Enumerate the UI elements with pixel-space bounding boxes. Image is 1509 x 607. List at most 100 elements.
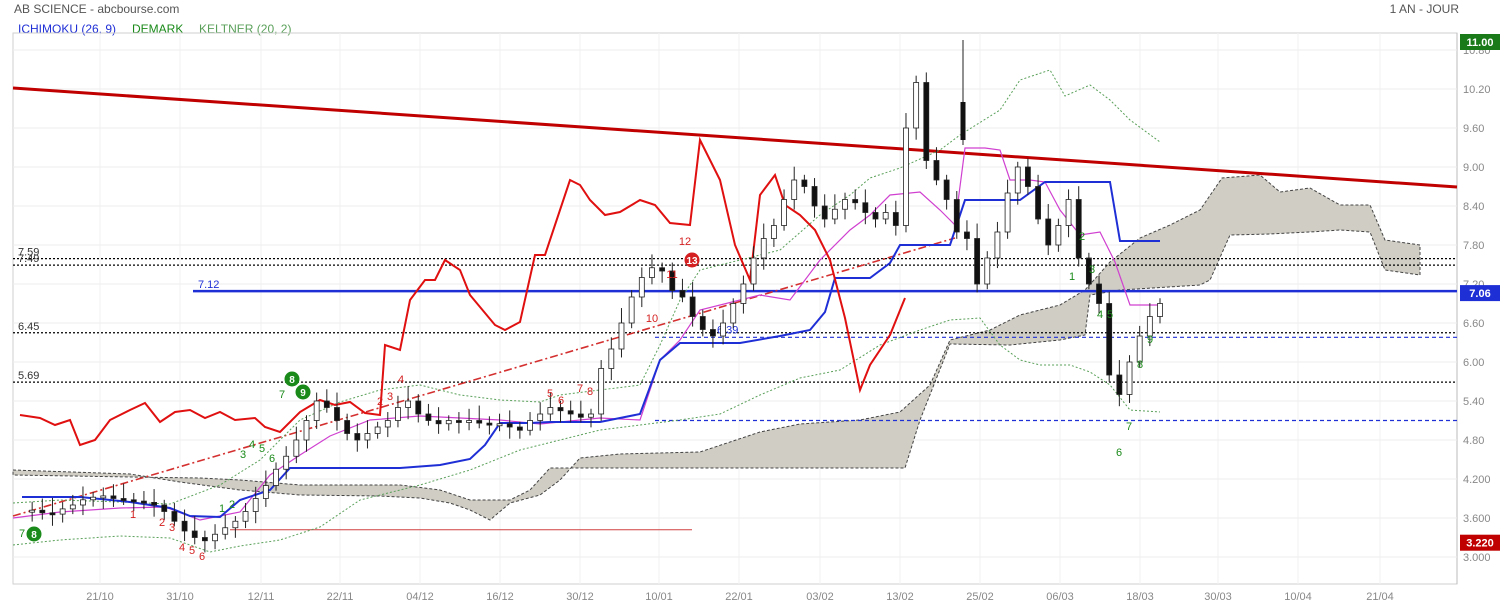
candle-body[interactable] [618, 322, 625, 350]
candle-body[interactable] [516, 426, 523, 431]
demark-signal-dot[interactable] [295, 384, 311, 400]
candle-body[interactable] [303, 420, 310, 441]
candle-body[interactable] [984, 257, 991, 285]
candle-body[interactable] [964, 231, 970, 239]
candle-body[interactable] [171, 511, 178, 522]
candle-body[interactable] [323, 400, 330, 408]
candle-body[interactable] [1014, 166, 1021, 194]
candle-body[interactable] [415, 400, 422, 415]
candle-body[interactable] [141, 500, 147, 504]
candle-body[interactable] [1004, 192, 1011, 233]
candle-body[interactable] [913, 82, 920, 129]
candle-body[interactable] [130, 499, 137, 503]
candle-body[interactable] [496, 423, 503, 427]
candle-body[interactable] [435, 420, 442, 425]
candle-body[interactable] [598, 368, 605, 415]
candle-body[interactable] [384, 420, 391, 428]
candle-body[interactable] [39, 509, 46, 514]
candle-body[interactable] [100, 495, 107, 499]
candle-body[interactable] [649, 267, 655, 278]
candle-body[interactable] [821, 205, 828, 220]
candle-body[interactable] [354, 433, 361, 441]
candle-body[interactable] [1136, 335, 1143, 363]
candle-body[interactable] [486, 422, 493, 426]
candle-body[interactable] [1096, 283, 1102, 304]
candle-body[interactable] [59, 508, 66, 515]
candle-body[interactable] [293, 439, 300, 457]
candle-body[interactable] [770, 225, 777, 239]
candle-body[interactable] [242, 511, 249, 522]
candle-body[interactable] [699, 316, 706, 330]
candle-body[interactable] [344, 420, 351, 434]
candle-body[interactable] [476, 420, 483, 424]
candle-body[interactable] [273, 468, 279, 486]
candle-body[interactable] [364, 433, 371, 441]
candle-body[interactable] [1116, 374, 1123, 395]
candle-body[interactable] [395, 407, 401, 421]
candle-body[interactable] [110, 495, 117, 499]
candle-body[interactable] [445, 420, 452, 425]
candle-body[interactable] [760, 238, 767, 259]
candle-body[interactable] [537, 413, 544, 421]
candle-body[interactable] [69, 504, 76, 510]
candle-body[interactable] [161, 504, 168, 512]
candle-body[interactable] [750, 257, 757, 285]
candle-body[interactable] [212, 533, 218, 542]
candle-body[interactable] [1025, 166, 1031, 187]
candle-body[interactable] [80, 499, 86, 506]
candle-body[interactable] [1065, 199, 1072, 226]
candle-body[interactable] [1146, 316, 1153, 337]
candle-body[interactable] [1075, 199, 1082, 259]
candle-body[interactable] [90, 496, 97, 501]
candle-body[interactable] [1106, 303, 1113, 376]
candle-body[interactable] [781, 199, 787, 226]
period-label[interactable]: 1 AN - JOUR [1389, 2, 1459, 16]
candle-body[interactable] [862, 202, 869, 213]
candle-body[interactable] [740, 283, 747, 304]
candle-body[interactable] [232, 520, 239, 529]
candle-body[interactable] [283, 455, 290, 470]
candle-body[interactable] [628, 296, 635, 324]
candle-body[interactable] [659, 267, 666, 272]
candle-body[interactable] [1157, 303, 1163, 317]
candle-body[interactable] [669, 270, 676, 291]
candle-body[interactable] [710, 329, 716, 337]
candle-body[interactable] [405, 400, 412, 408]
candle-body[interactable] [466, 420, 472, 423]
candle-body[interactable] [588, 413, 594, 418]
candle-body[interactable] [1126, 361, 1133, 395]
candle-body[interactable] [892, 212, 899, 226]
candle-body[interactable] [29, 509, 36, 513]
candle-body[interactable] [811, 186, 818, 207]
candle-body[interactable] [222, 527, 229, 535]
candle-body[interactable] [872, 212, 879, 220]
candle-body[interactable] [49, 512, 56, 516]
candle-body[interactable] [557, 407, 564, 412]
candle-body[interactable] [313, 400, 320, 421]
candle-body[interactable] [577, 413, 584, 418]
candle-body[interactable] [1045, 218, 1052, 246]
candle-body[interactable] [720, 322, 726, 337]
demark-signal-dot[interactable] [26, 526, 42, 542]
candle-body[interactable] [334, 407, 340, 421]
candle-body[interactable] [262, 485, 269, 499]
candle-body[interactable] [191, 530, 198, 538]
candle-body[interactable] [547, 407, 554, 415]
candle-body[interactable] [679, 290, 686, 298]
candle-body[interactable] [852, 199, 859, 204]
candle-body[interactable] [1085, 257, 1092, 285]
candle-body[interactable] [608, 348, 615, 369]
candle-body[interactable] [374, 426, 381, 434]
candle-body[interactable] [506, 423, 513, 428]
candle-body[interactable] [527, 420, 533, 431]
candle-body[interactable] [120, 498, 127, 501]
candle-body[interactable] [953, 199, 960, 233]
candle-body[interactable] [689, 296, 696, 317]
candle-body[interactable] [1035, 186, 1041, 220]
candle-body[interactable] [903, 127, 909, 226]
candle-body[interactable] [960, 102, 966, 140]
candle-body[interactable] [252, 498, 259, 512]
candle-body[interactable] [181, 520, 188, 532]
candle-body[interactable] [882, 212, 889, 220]
candle-body[interactable] [1055, 225, 1062, 246]
